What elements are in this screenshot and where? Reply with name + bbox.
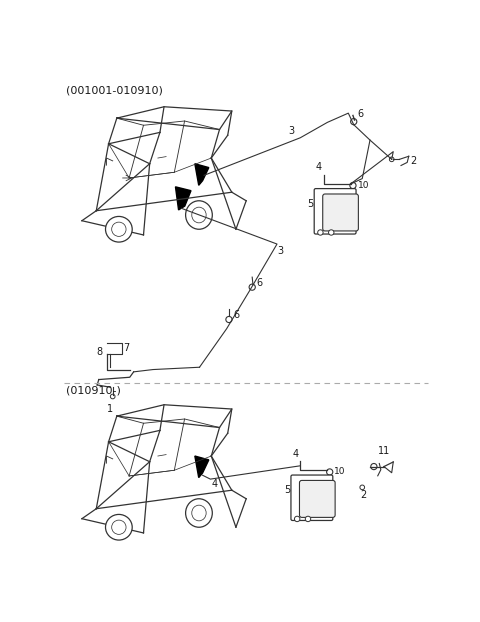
Text: 10: 10 xyxy=(358,181,369,190)
Circle shape xyxy=(318,230,323,235)
Ellipse shape xyxy=(192,505,206,521)
Text: 8: 8 xyxy=(96,347,103,357)
Ellipse shape xyxy=(106,216,132,242)
Polygon shape xyxy=(195,164,209,185)
Polygon shape xyxy=(176,187,191,210)
Text: 1: 1 xyxy=(107,404,113,414)
Text: 5: 5 xyxy=(284,485,290,496)
Ellipse shape xyxy=(186,499,212,527)
Text: 6: 6 xyxy=(234,310,240,320)
Text: (010910-): (010910-) xyxy=(66,386,121,396)
Text: 4: 4 xyxy=(212,479,218,489)
Ellipse shape xyxy=(186,201,212,230)
Circle shape xyxy=(328,230,334,235)
Text: 11: 11 xyxy=(378,446,390,456)
Text: (001001-010910): (001001-010910) xyxy=(66,85,163,95)
Text: 4: 4 xyxy=(316,162,322,172)
Text: 5: 5 xyxy=(307,199,313,209)
FancyBboxPatch shape xyxy=(300,480,335,518)
Text: 4: 4 xyxy=(293,449,299,459)
Ellipse shape xyxy=(192,207,206,223)
Polygon shape xyxy=(195,456,209,478)
Ellipse shape xyxy=(106,514,132,540)
Ellipse shape xyxy=(112,520,126,534)
Circle shape xyxy=(110,394,115,399)
Text: 3: 3 xyxy=(288,126,294,136)
Text: 2: 2 xyxy=(360,490,367,501)
FancyBboxPatch shape xyxy=(323,194,359,231)
Ellipse shape xyxy=(112,222,126,236)
Circle shape xyxy=(326,469,333,475)
Circle shape xyxy=(350,119,357,124)
FancyBboxPatch shape xyxy=(291,475,333,521)
Text: 6: 6 xyxy=(257,278,263,288)
Text: 10: 10 xyxy=(335,468,346,476)
Circle shape xyxy=(371,463,377,470)
Circle shape xyxy=(350,182,356,188)
Circle shape xyxy=(305,516,311,522)
Text: 3: 3 xyxy=(278,246,284,256)
Text: 2: 2 xyxy=(410,156,417,166)
FancyBboxPatch shape xyxy=(314,188,356,234)
Circle shape xyxy=(249,284,255,290)
Circle shape xyxy=(226,317,232,323)
Circle shape xyxy=(294,516,300,522)
Text: 6: 6 xyxy=(358,109,364,119)
Circle shape xyxy=(389,157,394,162)
Text: 7: 7 xyxy=(123,343,130,353)
Circle shape xyxy=(360,485,365,490)
